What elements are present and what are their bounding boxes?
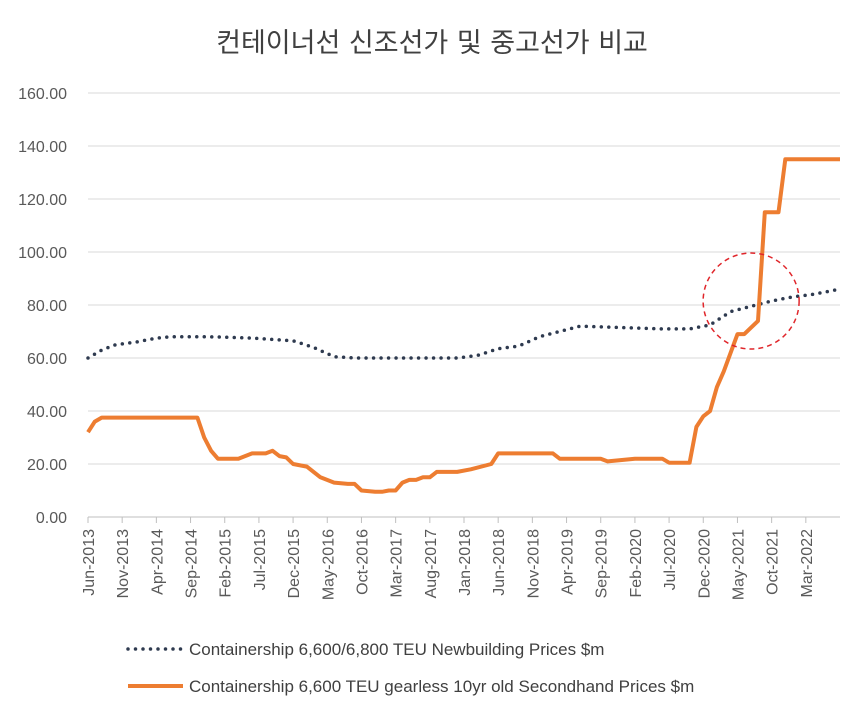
x-tick-label: Jun-2018 <box>491 529 508 596</box>
y-tick-label: 20.00 <box>27 457 67 474</box>
y-tick-label: 160.00 <box>18 86 67 103</box>
plot-area <box>86 157 842 494</box>
x-tick-label: Nov-2018 <box>525 529 542 598</box>
legend: Containership 6,600/6,800 TEU Newbuildin… <box>126 640 694 696</box>
legend-label-newbuilding: Containership 6,600/6,800 TEU Newbuildin… <box>189 640 604 659</box>
gridlines <box>88 92 840 518</box>
x-tick-label: Oct-2021 <box>765 529 782 595</box>
x-tick-label: Jul-2020 <box>662 529 679 590</box>
x-tick-label: Jun-2013 <box>81 529 98 596</box>
x-tick-label: Sep-2019 <box>594 529 611 598</box>
y-tick-label: 120.00 <box>18 192 67 209</box>
secondhand-price-line <box>86 157 840 494</box>
x-tick-label: Sep-2014 <box>184 529 201 598</box>
x-tick-label: Aug-2017 <box>423 529 440 598</box>
y-tick-label: 60.00 <box>27 351 67 368</box>
x-axis: Jun-2013 Nov-2013 Apr-2014 Sep-2014 Feb-2015… <box>81 517 816 600</box>
x-tick-label: Oct-2016 <box>354 529 371 595</box>
y-tick-label: 40.00 <box>27 404 67 421</box>
x-tick-label: Dec-2015 <box>286 529 303 598</box>
y-tick-label: 100.00 <box>18 245 67 262</box>
x-tick-label: Apr-2014 <box>149 529 166 595</box>
x-tick-label: May-2016 <box>320 529 337 600</box>
x-tick-label: Dec-2020 <box>696 529 713 598</box>
newbuilding-price-line <box>86 287 842 360</box>
x-tick-label: Jul-2015 <box>252 529 269 590</box>
y-tick-label: 0.00 <box>36 510 67 527</box>
y-tick-label: 80.00 <box>27 298 67 315</box>
x-tick-label: Jan-2018 <box>457 529 474 596</box>
x-tick-label: Feb-2015 <box>218 529 235 598</box>
y-axis-ticks: 0.00 20.00 40.00 60.00 80.00 100.00 120.00 140.… <box>18 86 67 527</box>
x-tick-label: Apr-2019 <box>560 529 577 595</box>
legend-label-secondhand: Containership 6,600 TEU gearless 10yr ol… <box>189 677 694 696</box>
annotation-layer <box>702 252 800 350</box>
chart-title: 컨테이너선 신조선가 및 중고선가 비교 <box>216 28 648 59</box>
y-tick-label: 140.00 <box>18 139 67 156</box>
x-tick-label: Mar-2017 <box>389 529 406 598</box>
x-tick-label: May-2021 <box>730 529 747 600</box>
highlight-circle <box>702 252 800 350</box>
x-tick-label: Nov-2013 <box>115 529 132 598</box>
x-tick-label: Mar-2022 <box>799 529 816 598</box>
x-tick-label: Feb-2020 <box>628 529 645 598</box>
